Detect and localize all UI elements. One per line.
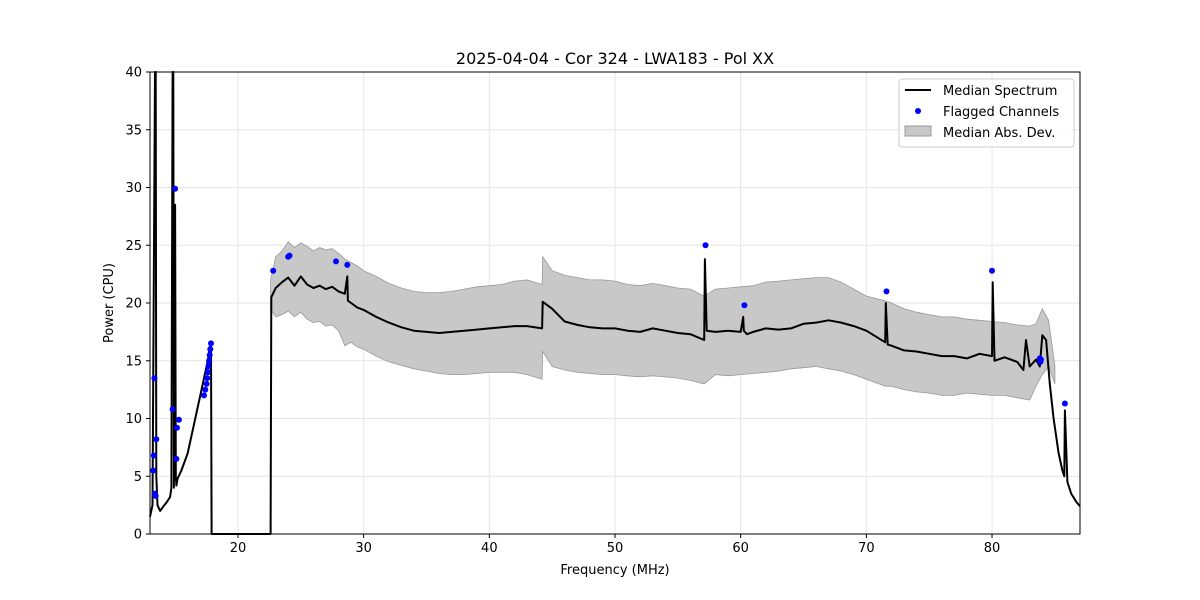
flagged-channel-point — [169, 406, 176, 413]
flagged-channel-point — [1061, 400, 1068, 407]
y-tick-label: 0 — [134, 528, 142, 543]
x-tick-label: 70 — [858, 541, 875, 556]
flagged-channel-point — [333, 258, 339, 265]
flagged-channel-point — [174, 424, 180, 431]
median-line-layer — [149, 71, 1081, 535]
flagged-points-layer — [150, 185, 1068, 499]
legend-label-median: Median Spectrum — [943, 84, 1057, 99]
mad-band-layer — [270, 241, 1056, 401]
legend: Median Spectrum Flagged Channels Median … — [898, 78, 1075, 148]
flagged-channel-point — [204, 375, 211, 382]
flagged-channel-point — [150, 467, 157, 474]
y-axis-ticks: 0 5 10 15 20 25 30 35 40 — [125, 66, 150, 543]
legend-box — [898, 78, 1075, 148]
flagged-channel-point — [207, 346, 214, 353]
legend-label-mad: Median Abs. Dev. — [943, 126, 1055, 141]
flagged-channel-point — [175, 416, 182, 423]
flagged-channel-point — [201, 392, 207, 399]
y-tick-label: 25 — [125, 239, 142, 254]
flagged-channel-point — [205, 363, 212, 370]
flagged-channel-point — [204, 369, 211, 376]
flagged-channel-point — [202, 386, 209, 393]
flagged-channel-point — [203, 380, 210, 387]
flagged-channel-point — [206, 352, 213, 358]
chart-title: 2025-04-04 - Cor 324 - LWA183 - Pol XX — [456, 49, 774, 68]
y-tick-label: 10 — [125, 412, 142, 427]
flagged-channel-point — [208, 340, 214, 347]
x-tick-label: 40 — [481, 541, 498, 556]
x-tick-label: 80 — [984, 541, 1001, 556]
y-tick-label: 20 — [125, 297, 142, 312]
flagged-channel-point — [152, 492, 159, 499]
flagged-channel-point — [206, 357, 213, 364]
flagged-channel-point — [702, 242, 709, 249]
x-axis-label: Frequency (MHz) — [560, 563, 669, 578]
flagged-channel-point — [286, 252, 293, 259]
mad-band — [270, 241, 1056, 401]
y-tick-label: 30 — [125, 181, 142, 196]
flagged-channel-point — [173, 455, 180, 462]
y-tick-label: 40 — [125, 66, 142, 81]
x-tick-label: 60 — [732, 541, 749, 556]
x-tick-label: 20 — [230, 541, 247, 556]
legend-band-swatch — [904, 125, 932, 137]
flagged-channel-point — [344, 261, 351, 268]
flagged-channel-point — [270, 267, 277, 274]
y-tick-label: 15 — [125, 354, 142, 369]
flagged-channel-point — [172, 185, 179, 192]
flagged-channel-point — [151, 375, 158, 382]
legend-point-swatch — [915, 108, 921, 114]
x-tick-label: 30 — [355, 541, 372, 556]
y-tick-label: 5 — [134, 470, 142, 485]
flagged-channel-point — [989, 267, 995, 274]
flagged-channel-point — [150, 452, 157, 459]
flagged-channel-point — [741, 302, 748, 309]
x-tick-label: 50 — [607, 541, 624, 556]
y-axis-label: Power (CPU) — [102, 263, 117, 343]
y-tick-label: 35 — [125, 123, 142, 138]
flagged-channel-point — [153, 436, 160, 443]
legend-label-flagged: Flagged Channels — [943, 105, 1059, 120]
flagged-channel-point — [1038, 356, 1044, 363]
flagged-channel-point — [883, 288, 890, 295]
median-spectrum-line — [149, 71, 1081, 535]
x-axis-ticks: 20 30 40 50 60 70 80 — [230, 534, 1001, 556]
